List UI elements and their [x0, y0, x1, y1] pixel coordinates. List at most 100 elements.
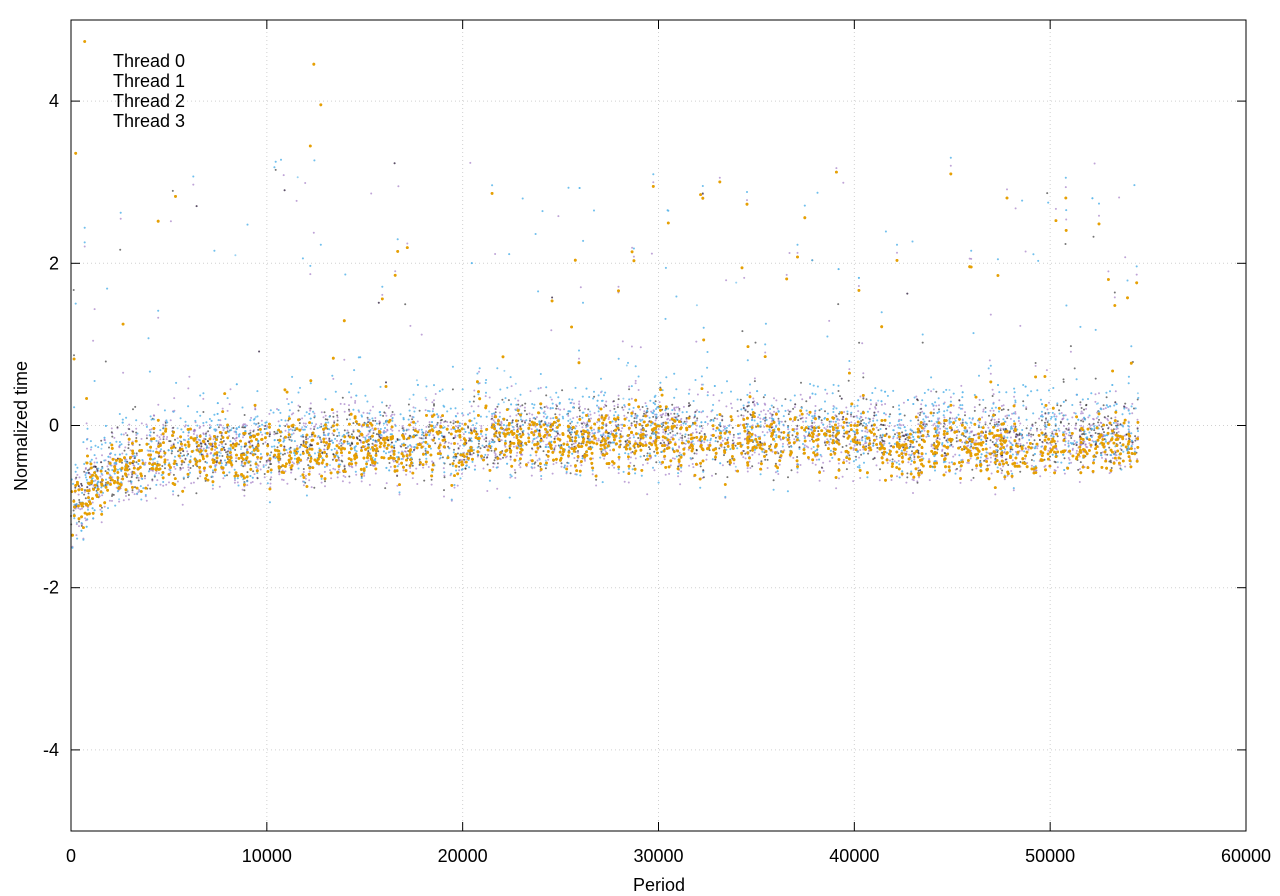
data-point: [1046, 192, 1049, 195]
data-point: [309, 427, 312, 430]
data-point: [1102, 435, 1105, 438]
data-point: [907, 461, 910, 464]
data-point: [598, 414, 601, 417]
data-point: [1061, 418, 1064, 421]
data-point: [729, 433, 732, 436]
data-point: [496, 436, 499, 439]
data-point: [367, 429, 370, 432]
data-point: [1010, 470, 1013, 472]
data-point: [1009, 436, 1012, 439]
data-point: [304, 474, 307, 477]
data-point: [133, 464, 136, 467]
data-point: [1117, 430, 1120, 433]
data-point: [807, 427, 810, 430]
data-point: [89, 473, 92, 476]
data-point: [738, 436, 741, 439]
data-point: [883, 442, 886, 445]
data-point: [990, 472, 993, 475]
data-point: [1118, 196, 1121, 199]
data-point: [323, 444, 326, 447]
data-point: [757, 416, 760, 419]
data-point: [1002, 465, 1004, 468]
data-point: [539, 386, 542, 389]
data-point: [617, 394, 620, 397]
data-point: [581, 422, 584, 425]
data-point: [254, 407, 257, 410]
data-point: [158, 436, 161, 439]
data-point: [519, 466, 522, 469]
data-point: [828, 443, 831, 446]
data-point: [687, 434, 690, 436]
data-point: [307, 457, 310, 459]
data-point: [838, 412, 841, 415]
data-point: [676, 432, 679, 435]
data-point: [902, 424, 905, 426]
data-point: [551, 296, 554, 299]
data-point: [325, 465, 328, 468]
data-point: [793, 438, 796, 441]
data-point: [840, 397, 843, 400]
data-point: [634, 414, 637, 417]
data-point: [220, 443, 223, 446]
data-point: [938, 408, 940, 411]
data-point: [857, 285, 860, 287]
data-point: [324, 480, 326, 483]
data-point: [706, 422, 709, 425]
data-point: [925, 435, 928, 438]
data-point: [1045, 417, 1047, 420]
data-point: [754, 341, 757, 344]
data-point: [551, 472, 554, 475]
data-point: [785, 273, 788, 276]
data-point: [988, 359, 991, 362]
data-point: [305, 436, 307, 439]
data-point: [696, 419, 699, 422]
data-point: [860, 429, 863, 432]
data-point: [653, 450, 656, 453]
data-point: [336, 414, 339, 417]
data-point: [618, 458, 621, 461]
data-point: [1075, 452, 1078, 455]
data-point: [917, 469, 920, 472]
data-point: [363, 474, 366, 477]
data-point: [225, 451, 227, 454]
data-point: [78, 520, 80, 523]
data-point: [1038, 417, 1041, 420]
data-point: [505, 455, 508, 458]
data-point: [835, 167, 838, 170]
data-point: [843, 435, 846, 438]
data-point: [103, 438, 106, 441]
data-point: [468, 412, 471, 415]
data-point: [935, 390, 938, 393]
data-point: [573, 402, 575, 405]
data-point: [485, 440, 488, 443]
data-point: [861, 418, 864, 421]
data-point: [190, 482, 193, 485]
data-point: [302, 435, 305, 438]
data-point: [75, 523, 78, 526]
data-point: [74, 486, 77, 489]
data-point: [309, 409, 312, 412]
data-point: [439, 416, 442, 419]
data-point: [1116, 420, 1119, 423]
data-point: [705, 458, 708, 461]
data-point: [234, 254, 237, 257]
data-point: [630, 424, 633, 427]
data-point: [724, 437, 726, 440]
data-point: [898, 423, 901, 426]
data-point: [859, 422, 862, 425]
data-point: [966, 445, 968, 448]
data-point: [718, 176, 721, 179]
data-point: [1102, 408, 1105, 410]
data-point: [1019, 422, 1022, 425]
data-point: [100, 506, 103, 509]
data-point: [326, 418, 329, 421]
data-point: [921, 410, 924, 413]
data-point: [838, 441, 841, 444]
data-point: [250, 416, 253, 419]
data-point: [332, 453, 335, 456]
data-point: [646, 433, 648, 436]
data-point: [890, 479, 893, 481]
data-point: [989, 446, 992, 449]
data-point: [913, 456, 916, 458]
data-point: [171, 189, 174, 192]
